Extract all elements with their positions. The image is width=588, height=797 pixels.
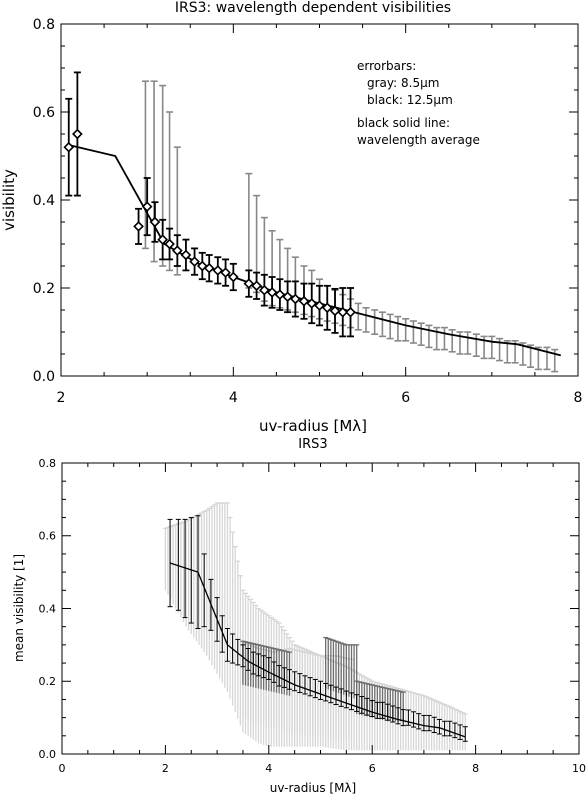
data-point-diamond: [251, 280, 262, 292]
chart-title-bottom: IRS3: [298, 437, 327, 452]
x-axis-label: uv-radius [Mλ]: [259, 417, 367, 435]
x-axis-label-bottom: uv-radius [Mλ]: [270, 781, 356, 795]
x-tick-label: 6: [369, 762, 376, 775]
x-tick-label: 6: [401, 390, 410, 406]
data-point-diamond: [189, 256, 200, 267]
data-point-diamond: [149, 216, 161, 228]
x-tick-label: 10: [572, 762, 586, 775]
data-point-diamond: [259, 284, 270, 296]
annotation-block: errorbars: gray: 8.5μm black: 12.5μm bla…: [357, 59, 480, 147]
data-point-diamond: [141, 201, 153, 212]
data-point-diamond: [228, 271, 239, 283]
y-tick-label: 0.4: [39, 602, 57, 615]
data-point-diamond: [203, 262, 215, 274]
data-point-diamond: [180, 249, 192, 261]
y-tick-label: 0.6: [39, 530, 57, 543]
x-tick-label: 8: [472, 762, 479, 775]
data-point-diamond: [212, 265, 224, 276]
x-tick-label: 2: [162, 762, 169, 775]
data-point-diamond: [243, 278, 255, 289]
annotation-gray: gray: 8.5μm: [367, 76, 439, 90]
annotation-average: wavelength average: [357, 133, 480, 147]
y-axis-label: visibility: [0, 169, 18, 231]
x-tick-label: 8: [574, 390, 583, 406]
data-point-diamond: [133, 221, 144, 232]
data-point-diamond: [337, 306, 349, 318]
data-point-diamond: [298, 295, 310, 307]
y-axis-label-bottom: mean visibility [1]: [12, 554, 26, 662]
data-point-diamond: [266, 287, 278, 298]
data-point-diamond: [157, 234, 169, 245]
mean-visibility-line: [169, 562, 466, 738]
data-point-diamond: [282, 291, 293, 303]
annotation-errorbars: errorbars:: [357, 59, 416, 73]
chart-title: IRS3: wavelength dependent visibilities: [175, 0, 451, 16]
data-point-diamond: [290, 293, 301, 305]
x-tick-label: 4: [229, 390, 238, 406]
annotation-black: black: 12.5μm: [367, 93, 453, 107]
data-point-diamond: [329, 305, 341, 317]
visibility-chart: IRS3: wavelength dependent visibilities …: [0, 0, 582, 435]
x-tick-label: 2: [57, 390, 66, 406]
x-tick-label: 4: [265, 762, 272, 775]
data-point-diamond: [220, 267, 231, 278]
data-point-diamond: [321, 302, 333, 314]
data-point-diamond: [72, 128, 83, 140]
y-tick-label: 0.6: [33, 105, 55, 121]
data-point-diamond: [171, 245, 183, 256]
y-tick-label: 0.0: [39, 748, 57, 761]
y-tick-label: 0.8: [33, 17, 55, 33]
y-tick-label: 0.2: [33, 281, 55, 297]
data-point-diamond: [63, 141, 75, 153]
y-tick-label: 0.8: [39, 457, 57, 470]
mean-visibility-chart: IRS3 mean visibility [1] uv-radius [Mλ] …: [12, 437, 586, 795]
y-tick-label: 0.0: [33, 369, 55, 385]
data-point-diamond: [164, 238, 175, 250]
y-tick-label: 0.2: [39, 675, 57, 688]
annotation-line: black solid line:: [357, 116, 450, 130]
data-point-diamond: [306, 298, 318, 309]
x-tick-label: 0: [59, 762, 66, 775]
data-point-diamond: [345, 306, 356, 318]
data-point-diamond: [314, 300, 325, 311]
y-tick-label: 0.4: [33, 193, 55, 209]
data-point-diamond: [274, 289, 286, 300]
